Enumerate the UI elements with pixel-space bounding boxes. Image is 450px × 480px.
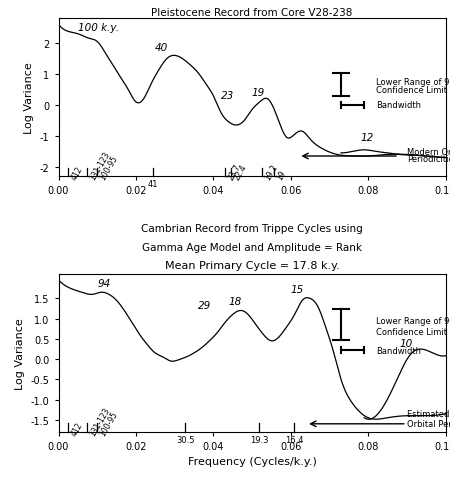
Text: Gamma Age Model and Amplitude = Rank: Gamma Age Model and Amplitude = Rank [142, 243, 362, 253]
Y-axis label: Log Variance: Log Variance [24, 62, 34, 134]
Text: Bandwidth: Bandwidth [376, 101, 421, 110]
Text: 22.4: 22.4 [232, 163, 248, 182]
Text: 10: 10 [399, 338, 412, 348]
Text: 30.5: 30.5 [176, 435, 195, 444]
Text: 18: 18 [229, 297, 242, 307]
Text: 412: 412 [69, 420, 84, 437]
Text: 12: 12 [360, 133, 374, 143]
Text: Confidence Limit: Confidence Limit [376, 327, 447, 336]
Y-axis label: Log Variance: Log Variance [15, 317, 25, 389]
Text: 19: 19 [274, 169, 287, 182]
Text: Lower Range of 90%: Lower Range of 90% [376, 78, 450, 87]
Text: Lower Range of 90%: Lower Range of 90% [376, 316, 450, 325]
Text: 23.7: 23.7 [226, 163, 243, 182]
Text: 40: 40 [155, 43, 168, 53]
Text: Bandwidth: Bandwidth [376, 346, 421, 355]
Title: Mean Primary Cycle = 17.8 k.y.: Mean Primary Cycle = 17.8 k.y. [165, 261, 339, 271]
Text: 100-95: 100-95 [99, 409, 120, 437]
Text: Periodicities: Periodicities [407, 155, 450, 163]
Text: 15: 15 [291, 285, 304, 295]
Text: Confidence Limit: Confidence Limit [376, 86, 447, 95]
Text: 412: 412 [69, 165, 84, 182]
Text: 23: 23 [221, 91, 234, 101]
Text: 131-123: 131-123 [88, 150, 112, 182]
Text: Orbital Periodicities: Orbital Periodicities [407, 420, 450, 429]
Text: Cambrian Record from Trippe Cycles using: Cambrian Record from Trippe Cycles using [141, 224, 363, 234]
Text: 19.3: 19.3 [250, 435, 268, 444]
Text: Modern Orbital: Modern Orbital [407, 147, 450, 156]
Text: 100 k.y.: 100 k.y. [78, 23, 119, 33]
Text: 41: 41 [148, 179, 158, 188]
X-axis label: Frequency (Cycles/k.y.): Frequency (Cycles/k.y.) [188, 456, 316, 467]
Text: 131-123: 131-123 [88, 406, 112, 437]
Text: 29: 29 [198, 301, 211, 311]
Text: 19: 19 [252, 88, 265, 98]
Text: 94: 94 [97, 278, 110, 288]
Text: 19.2: 19.2 [263, 163, 279, 182]
Text: 16.4: 16.4 [285, 435, 304, 444]
Text: Estimated E. Paleoz.: Estimated E. Paleoz. [407, 409, 450, 418]
Text: Pleistocene Record from Core V28-238: Pleistocene Record from Core V28-238 [151, 8, 353, 18]
Text: 100-95: 100-95 [99, 154, 120, 182]
